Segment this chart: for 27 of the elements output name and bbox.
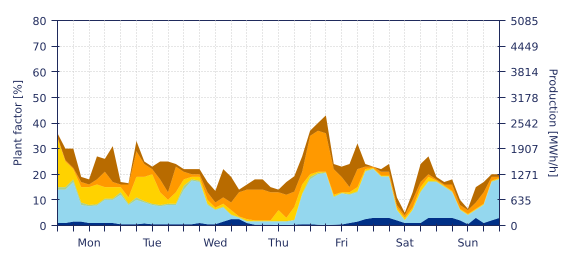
y2-tick-label: 3178 [510, 92, 538, 105]
y-tick-label: 10 [32, 194, 47, 208]
x-tick-label: Sun [457, 236, 478, 250]
y2-tick-label: 5085 [510, 15, 538, 28]
y2-tick-label: 4449 [510, 40, 538, 54]
x-tick-label: Thu [267, 236, 289, 250]
y2-tick-label: 3814 [510, 66, 538, 80]
y2-axis-title: Production [MWh/h] [546, 68, 560, 178]
x-tick-label: Fri [335, 236, 348, 250]
y2-tick-label: 0 [510, 220, 518, 233]
y-tick-label: 20 [32, 168, 47, 182]
y-tick-label: 30 [32, 143, 47, 156]
y-tick-label: 50 [32, 92, 47, 105]
y-tick-label: 0 [40, 220, 46, 233]
y-tick-label: 60 [32, 66, 47, 80]
x-tick-label: Mon [77, 236, 101, 250]
y-tick-label: 80 [32, 15, 47, 28]
y-axis-title: Plant factor [%] [12, 80, 25, 166]
x-tick-label: Sat [396, 236, 414, 250]
y-tick-label: 40 [32, 118, 47, 130]
y-tick-label: 70 [32, 40, 47, 54]
y2-tick-label: 1271 [510, 168, 538, 182]
y2-tick-label: 1907 [510, 143, 538, 156]
y2-tick-label: 2542 [510, 118, 538, 131]
y2-tick-label: 635 [510, 194, 532, 208]
x-tick-label: Tue [142, 236, 162, 250]
x-tick-label: Wed [203, 236, 228, 250]
